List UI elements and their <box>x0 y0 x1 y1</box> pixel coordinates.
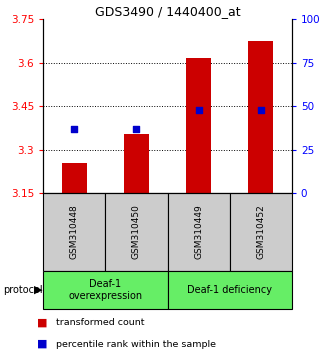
Point <box>258 107 263 113</box>
Text: Deaf-1
overexpression: Deaf-1 overexpression <box>68 279 142 301</box>
Bar <box>168 271 292 309</box>
Bar <box>62 162 87 193</box>
Text: transformed count: transformed count <box>56 318 145 327</box>
Bar <box>105 193 168 271</box>
Text: GSM310449: GSM310449 <box>194 205 203 259</box>
Title: GDS3490 / 1440400_at: GDS3490 / 1440400_at <box>95 5 240 18</box>
Bar <box>124 134 149 193</box>
Bar <box>186 58 211 193</box>
Text: ▶: ▶ <box>34 285 42 295</box>
Point <box>196 107 201 113</box>
Point <box>134 126 139 132</box>
Text: GSM310450: GSM310450 <box>132 204 141 259</box>
Bar <box>43 193 105 271</box>
Bar <box>43 271 168 309</box>
Text: GSM310448: GSM310448 <box>70 205 79 259</box>
Text: ■: ■ <box>37 339 47 349</box>
Bar <box>248 41 273 193</box>
Bar <box>230 193 292 271</box>
Text: protocol: protocol <box>3 285 43 295</box>
Bar <box>168 193 230 271</box>
Point <box>72 126 77 132</box>
Text: Deaf-1 deficiency: Deaf-1 deficiency <box>187 285 272 295</box>
Text: GSM310452: GSM310452 <box>256 205 265 259</box>
Text: ■: ■ <box>37 318 47 328</box>
Text: percentile rank within the sample: percentile rank within the sample <box>56 339 216 349</box>
